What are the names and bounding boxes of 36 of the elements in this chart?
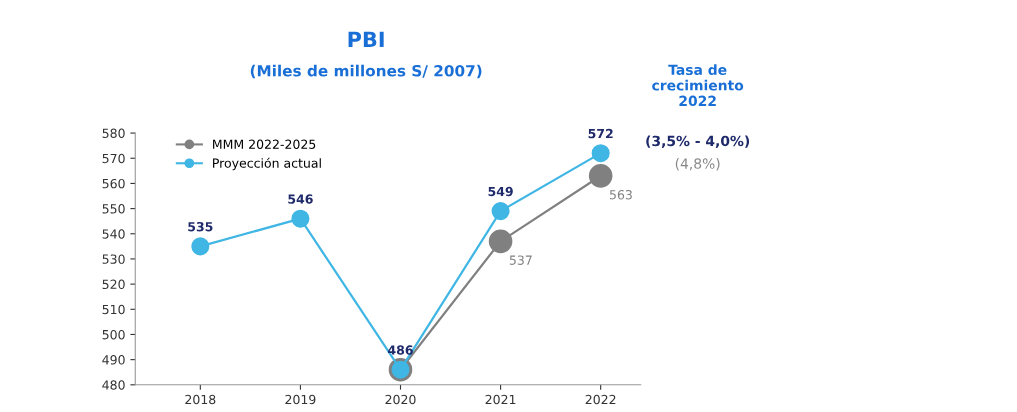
y-tick-label: 580 [102,128,125,138]
chart-title: PBI [348,31,384,47]
point [591,144,610,163]
data-label: 546 [288,194,313,204]
y-tick-label: 560 [102,178,125,189]
text: Tasa de crecimiento 2022 [652,64,744,107]
point [491,202,510,221]
x-tick-label: 2022 [585,394,616,405]
x-tick-label: 2018 [185,394,216,405]
data-label: 537 [509,255,532,265]
data-label: 535 [188,221,213,232]
point [588,164,613,188]
data-label: 486 [388,345,413,355]
x-tick-label: 2020 [385,394,416,405]
point [291,209,310,228]
data-label: 549 [488,186,513,197]
y-tick-label: 570 [102,153,125,164]
data-label: 572 [588,128,613,139]
y-tick-label: 500 [102,329,125,340]
point [191,237,210,256]
x-tick-label: 2021 [485,394,516,405]
y-tick-label: 480 [102,380,125,390]
y-tick-label: 490 [102,355,125,365]
chart-subtitle: (Miles de millones S/ 2007) [250,64,482,79]
x-tick-label: 2019 [285,394,316,405]
y-tick-label: 540 [102,229,125,239]
data-label: 563 [609,189,632,200]
legend-label: Proyección actual [213,157,321,171]
y-tick-label: 550 [102,204,125,214]
y-tick-label: 530 [102,254,125,264]
text: (4,8%) [675,158,720,171]
y-tick-label: 510 [102,304,125,315]
y-tick-label: 520 [102,279,125,290]
text: (3,5% - 4,0%) [646,135,750,148]
point [488,229,513,254]
legend-label: MMM 2022-2025 [213,139,316,149]
